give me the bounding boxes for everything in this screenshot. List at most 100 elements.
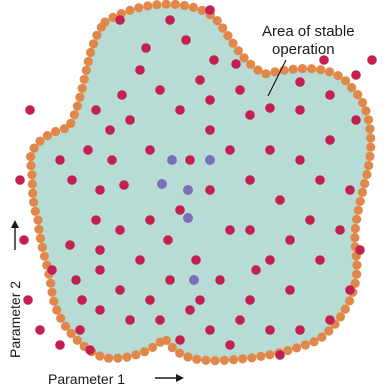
boundary-point (357, 97, 368, 108)
boundary-point (265, 350, 275, 360)
unstable-point (335, 225, 345, 235)
boundary-point (148, 342, 158, 352)
unstable-point (175, 105, 185, 115)
unstable-point (325, 90, 335, 100)
boundary-point (28, 197, 39, 207)
boundary-point (364, 160, 374, 171)
boundary-point (59, 124, 69, 134)
stable-operation-region (30, 4, 371, 361)
unstable-point (319, 55, 329, 65)
boundary-point (46, 278, 56, 288)
unstable-point (165, 275, 175, 285)
unstable-point (275, 350, 285, 360)
unstable-point (91, 215, 101, 225)
unstable-point (355, 245, 365, 255)
interior-point (183, 213, 193, 223)
unstable-point (195, 75, 205, 85)
boundary-point (238, 354, 248, 364)
interior-point (183, 185, 193, 195)
unstable-point (95, 245, 105, 255)
boundary-point (283, 345, 293, 356)
unstable-point (245, 225, 255, 235)
boundary-point (307, 64, 317, 74)
unstable-point (95, 305, 105, 315)
boundary-point (347, 83, 357, 93)
unstable-point (351, 115, 361, 125)
unstable-point (67, 175, 77, 185)
boundary-point (29, 143, 39, 153)
boundary-point (201, 355, 211, 365)
unstable-point (205, 5, 215, 15)
boundary-point (288, 64, 298, 74)
boundary-point (47, 287, 57, 297)
boundary-point (352, 214, 362, 224)
unstable-point (205, 325, 215, 335)
unstable-point (175, 205, 185, 215)
boundary-point (350, 233, 360, 243)
boundary-point (325, 67, 335, 77)
unstable-point (65, 240, 75, 250)
boundary-point (256, 351, 266, 361)
boundary-point (51, 126, 61, 137)
boundary-point (333, 71, 343, 81)
boundary-point (341, 76, 351, 86)
unstable-point (295, 105, 305, 115)
boundary-point (60, 321, 71, 331)
boundary-point (309, 337, 319, 347)
unstable-point (315, 175, 325, 185)
boundary-point (52, 305, 62, 315)
unstable-point (245, 175, 255, 185)
boundary-point (122, 352, 132, 362)
boundary-point (30, 206, 40, 216)
boundary-point (253, 65, 263, 75)
boundary-point (324, 326, 334, 336)
boundary-point (353, 90, 363, 100)
unstable-point (265, 255, 275, 265)
boundary-point (246, 59, 256, 69)
unstable-point (25, 105, 35, 115)
unstable-point (117, 90, 127, 100)
boundary-point (95, 351, 105, 361)
unstable-point (235, 315, 245, 325)
boundary-point (365, 151, 375, 161)
boundary-point (161, 0, 171, 9)
boundary-point (261, 69, 271, 79)
boundary-point (170, 0, 180, 9)
unstable-point (305, 215, 315, 225)
boundary-point (192, 354, 202, 364)
boundary-point (366, 142, 376, 152)
unstable-point (225, 225, 235, 235)
unstable-point (85, 345, 95, 355)
interior-point (205, 155, 215, 165)
boundary-point (69, 110, 79, 120)
boundary-point (34, 224, 44, 234)
boundary-point (366, 133, 376, 143)
boundary-point (218, 23, 228, 33)
boundary-point (42, 131, 53, 141)
unstable-point (345, 285, 355, 295)
boundary-point (152, 0, 162, 10)
unstable-point (245, 110, 255, 120)
boundary-point (228, 355, 239, 365)
boundary-point (292, 343, 302, 353)
boundary-point (350, 278, 360, 288)
unstable-point (265, 103, 275, 113)
unstable-point (235, 85, 245, 95)
unstable-point (105, 125, 115, 135)
unstable-point (95, 185, 105, 195)
boundary-point (77, 83, 87, 93)
boundary-point (317, 332, 327, 342)
boundary-point (86, 47, 96, 58)
boundary-point (247, 353, 257, 363)
unstable-point (185, 155, 195, 165)
unstable-point (295, 77, 305, 87)
unstable-point (115, 15, 125, 25)
boundary-point (39, 251, 50, 261)
unstable-point (75, 325, 85, 335)
unstable-point (351, 70, 361, 80)
boundary-point (363, 115, 374, 125)
region-label-line1: Area of stable (262, 23, 355, 40)
y-axis-label: Parameter 2 (7, 281, 23, 358)
boundary-point (353, 205, 363, 215)
boundary-points (26, 0, 376, 366)
